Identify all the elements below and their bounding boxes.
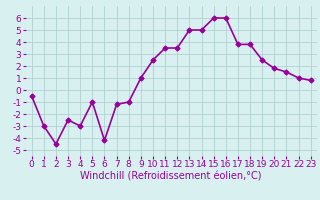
X-axis label: Windchill (Refroidissement éolien,°C): Windchill (Refroidissement éolien,°C) — [80, 172, 262, 182]
